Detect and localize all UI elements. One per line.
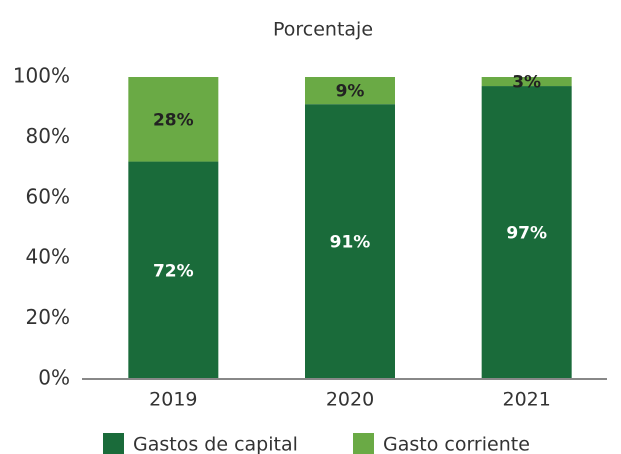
legend-swatch: [103, 433, 124, 454]
data-label: 28%: [153, 110, 194, 130]
y-tick-label: 0%: [38, 366, 70, 390]
data-label: 72%: [153, 261, 194, 281]
y-tick-label: 60%: [26, 184, 70, 208]
bar-segment: [128, 161, 219, 379]
y-tick-label: 100%: [13, 64, 70, 88]
bar-segment: [128, 77, 219, 162]
legend-label: Gastos de capital: [133, 434, 298, 454]
legend-swatch: [353, 433, 374, 454]
x-tick-label: 2021: [502, 389, 550, 411]
data-label: 9%: [336, 82, 365, 102]
bar-segment: [481, 77, 572, 87]
bar-segment: [481, 86, 572, 379]
x-tick-label: 2020: [326, 389, 374, 411]
x-tick-label: 2019: [149, 389, 197, 411]
chart-title: Porcentaje: [273, 19, 373, 41]
y-tick-label: 80%: [26, 124, 70, 148]
y-tick-label: 40%: [26, 245, 70, 269]
bar-segment: [305, 104, 395, 380]
data-label: 91%: [330, 233, 371, 253]
bar-segment: [305, 77, 395, 105]
data-label: 97%: [506, 224, 547, 244]
legend-label: Gasto corriente: [383, 434, 530, 454]
y-tick-label: 20%: [26, 305, 70, 329]
data-label: 3%: [512, 73, 541, 93]
